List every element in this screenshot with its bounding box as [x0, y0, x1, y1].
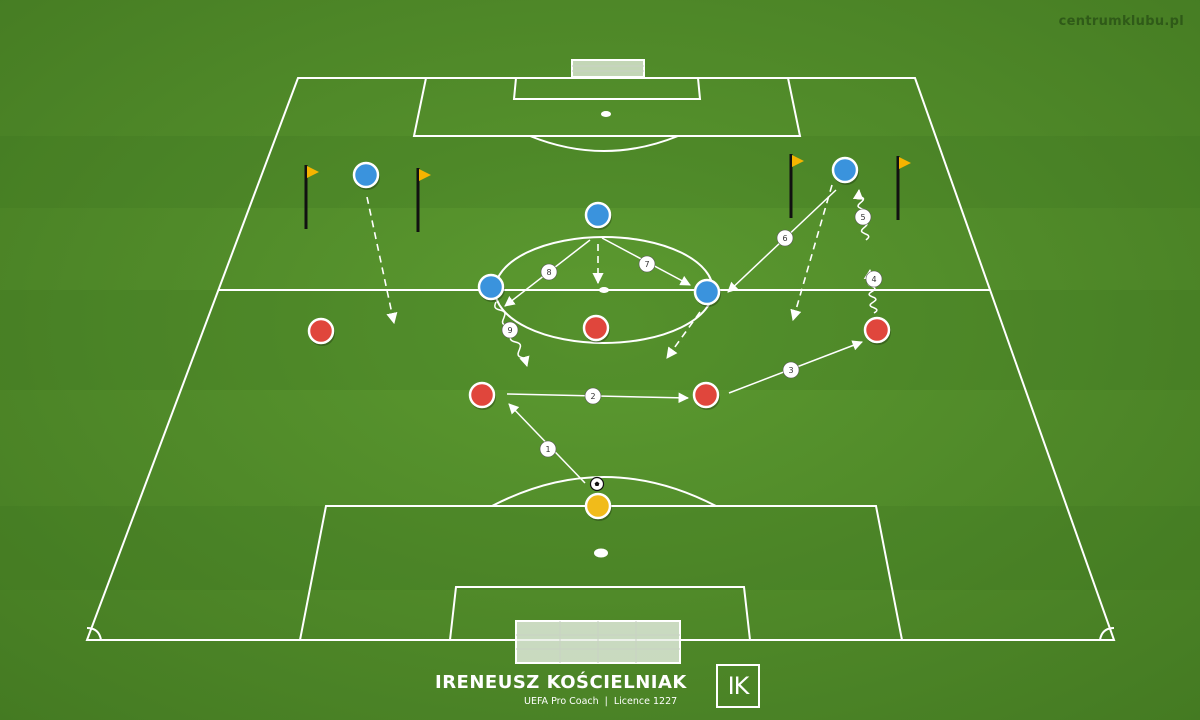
grass-stripes [0, 136, 1200, 590]
flag [419, 169, 431, 181]
pass-arrow: 3 [728, 340, 863, 394]
sequence-badge: 3 [782, 361, 800, 379]
sequence-badge: 2 [584, 387, 602, 405]
bottom-penalty-spot [594, 548, 608, 558]
credentials-separator: | [604, 696, 608, 707]
flag-pole [416, 168, 431, 232]
sequence-number: 1 [545, 445, 550, 454]
coach-branding: IRENEUSZ KOŚCIELNIAK UEFA Pro Coach | Lice… [430, 664, 790, 716]
coach-name: IRENEUSZ KOŚCIELNIAK [435, 672, 687, 693]
red-player-marker [307, 317, 335, 346]
coach-title: UEFA Pro Coach [524, 696, 599, 707]
sequence-number: 6 [782, 234, 787, 243]
run-arrow [366, 196, 398, 325]
bottom-goal [515, 620, 681, 664]
corner-arc [1099, 627, 1115, 641]
grass-stripe [0, 506, 1200, 590]
ball [589, 476, 605, 492]
pitch-markings [85, 77, 1116, 641]
pass-and-dribble-arrows: 1 2 3 4 5 6 7 8 9 [494, 188, 883, 484]
blue-player-marker [352, 161, 380, 190]
sequence-number: 5 [860, 213, 865, 222]
red-player-marker [863, 316, 891, 345]
dribble-arrow: 9 [494, 301, 530, 368]
sequence-number: 2 [590, 392, 595, 401]
bottom-goal-area [448, 586, 752, 641]
bottom-penalty-area [298, 505, 904, 641]
sequence-badge: 6 [776, 229, 794, 247]
top-goal [571, 59, 645, 78]
coach-licence: Licence 1227 [613, 696, 678, 707]
dribble-arrow: 4 [863, 268, 883, 314]
flag-poles [304, 154, 911, 232]
blue-player-marker [831, 156, 859, 185]
sequence-badge: 5 [854, 208, 872, 226]
flag-pole [789, 154, 804, 218]
off-ball-runs [366, 184, 833, 359]
sequence-number: 4 [871, 275, 876, 284]
corner-arc [86, 627, 102, 641]
sequence-badge: 9 [501, 321, 519, 339]
sequence-badge: 1 [539, 440, 557, 458]
pass-arrow: 1 [508, 403, 586, 484]
flag [307, 166, 319, 178]
flag-pole [896, 156, 911, 220]
center-spot [599, 287, 609, 293]
bottom-penalty-arc [491, 476, 717, 507]
top-penalty-arc [529, 135, 679, 152]
sequence-number: 3 [788, 366, 793, 375]
flag [899, 157, 911, 169]
pass-arrow: 8 [504, 239, 591, 307]
pass-arrow: 2 [506, 387, 690, 405]
red-player-marker [692, 381, 720, 410]
top-penalty-spot [601, 111, 611, 117]
goalkeeper-marker [584, 492, 612, 521]
sequence-badge: 8 [540, 263, 558, 281]
sequence-badge: 7 [638, 255, 656, 273]
dribble-arrow: 5 [852, 188, 872, 241]
pass-arrow: 7 [601, 237, 691, 286]
red-player-marker [468, 381, 496, 410]
sequence-number: 9 [507, 326, 512, 335]
red-player-marker [582, 314, 610, 343]
sequence-number: 8 [546, 268, 551, 277]
grass-stripe [0, 136, 1200, 208]
pass-arrow: 6 [727, 189, 837, 293]
sequence-badge: 4 [865, 270, 883, 288]
watermark-text: centrumklubu.pl [1058, 14, 1184, 29]
players [307, 156, 891, 521]
blue-player-marker [693, 278, 721, 307]
coach-logo: IK [716, 664, 760, 708]
flag-pole [304, 165, 319, 229]
blue-player-marker [477, 273, 505, 302]
flag [792, 155, 804, 167]
run-arrow [666, 311, 701, 359]
goals [515, 59, 681, 664]
blue-player-marker [584, 201, 612, 230]
coach-credentials: UEFA Pro Coach | Licence 1227 [524, 696, 677, 707]
sequence-number: 7 [644, 260, 649, 269]
